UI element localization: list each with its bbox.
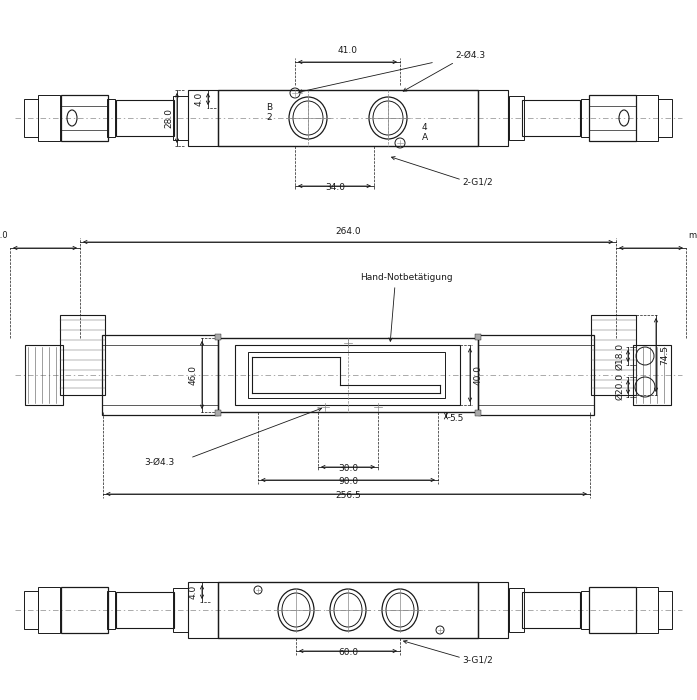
Text: Ø20.0: Ø20.0: [615, 374, 624, 400]
Bar: [509, 96, 523, 140]
Bar: [658, 99, 672, 137]
Bar: [188, 582, 218, 638]
Text: Ø18.0: Ø18.0: [615, 342, 624, 370]
Bar: [591, 315, 636, 395]
Bar: [478, 582, 508, 638]
Bar: [61, 95, 107, 141]
Text: A: A: [422, 134, 428, 143]
Text: 3-Ø4.3: 3-Ø4.3: [145, 458, 175, 466]
Bar: [522, 592, 580, 628]
Bar: [25, 345, 63, 405]
Text: 28.0: 28.0: [164, 108, 173, 128]
Text: 2-G1/2: 2-G1/2: [462, 178, 493, 186]
Text: 34.0: 34.0: [325, 183, 345, 192]
Bar: [24, 99, 38, 137]
Bar: [588, 587, 636, 633]
Text: B: B: [266, 102, 272, 111]
Text: 4: 4: [422, 123, 428, 132]
Bar: [475, 334, 481, 340]
Text: 30.0: 30.0: [338, 464, 358, 473]
Bar: [218, 90, 478, 146]
Bar: [24, 591, 38, 629]
Bar: [215, 410, 221, 416]
Bar: [172, 96, 187, 140]
Text: 60.0: 60.0: [338, 648, 358, 657]
Text: 74.5: 74.5: [660, 345, 669, 365]
Bar: [38, 95, 60, 141]
Text: max10.0: max10.0: [0, 231, 8, 240]
Text: 5.5: 5.5: [449, 414, 464, 423]
Bar: [636, 95, 658, 141]
Text: Hand-Notbetätigung: Hand-Notbetätigung: [360, 274, 452, 283]
Text: 4.0: 4.0: [189, 585, 198, 599]
Bar: [61, 587, 107, 633]
Bar: [218, 582, 478, 638]
Text: 40.0: 40.0: [474, 365, 483, 385]
Bar: [636, 587, 658, 633]
Bar: [215, 334, 221, 340]
Bar: [60, 315, 105, 395]
Bar: [116, 100, 174, 136]
Bar: [588, 95, 636, 141]
Text: 3-G1/2: 3-G1/2: [462, 655, 493, 664]
Bar: [522, 100, 580, 136]
Bar: [107, 591, 115, 629]
Bar: [116, 592, 174, 628]
Bar: [188, 90, 218, 146]
Text: 264.0: 264.0: [335, 227, 361, 236]
Bar: [38, 587, 60, 633]
Bar: [478, 90, 508, 146]
Bar: [581, 591, 589, 629]
Bar: [218, 338, 478, 412]
Bar: [509, 588, 523, 632]
Bar: [581, 99, 589, 137]
Bar: [172, 588, 187, 632]
Bar: [102, 335, 218, 415]
Bar: [658, 591, 672, 629]
Bar: [235, 345, 460, 405]
Text: 46.0: 46.0: [189, 365, 198, 385]
Text: 2-Ø4.3: 2-Ø4.3: [455, 50, 485, 60]
Bar: [248, 352, 445, 398]
Text: 256.5: 256.5: [335, 491, 361, 500]
Text: 2: 2: [266, 113, 272, 122]
Bar: [633, 345, 671, 405]
Text: max10.0: max10.0: [688, 231, 697, 240]
Text: 4.0: 4.0: [195, 92, 204, 106]
Bar: [107, 99, 115, 137]
Bar: [478, 335, 594, 415]
Text: 41.0: 41.0: [338, 46, 358, 55]
Bar: [475, 410, 481, 416]
Text: 90.0: 90.0: [338, 477, 358, 486]
